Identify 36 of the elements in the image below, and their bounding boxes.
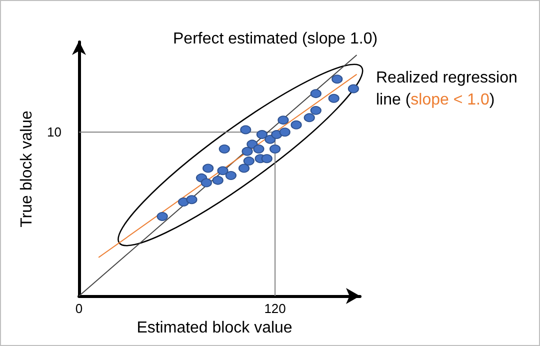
point [261,154,272,164]
point [212,176,224,185]
point [246,140,258,149]
point [218,144,230,154]
text: 10 [47,124,62,140]
point [225,171,236,180]
point [278,116,289,125]
point [310,106,322,115]
point [310,89,322,98]
text: Perfect estimated (slope 1.0) [173,30,378,48]
point [256,130,268,140]
point [200,178,212,188]
text: Realized regression line (slope < 1.0) [376,70,522,108]
point [290,120,302,130]
point [238,164,250,173]
point [328,94,340,103]
point [332,74,343,84]
x-axis-title: Estimated block value [136,319,292,336]
y-axis-title: True block value [18,110,36,228]
point [348,84,359,94]
point [271,130,282,140]
point [156,212,168,221]
point [178,198,190,207]
point [186,195,198,204]
point [240,125,252,134]
point [242,146,253,156]
point [304,113,315,122]
point [217,166,228,176]
point [202,164,214,173]
point [279,128,290,137]
point [243,156,254,166]
x-tick-label: 120 [264,301,286,316]
point [253,144,264,154]
point [264,134,276,144]
point [270,144,281,154]
x-tick-label: 0 [75,301,83,316]
